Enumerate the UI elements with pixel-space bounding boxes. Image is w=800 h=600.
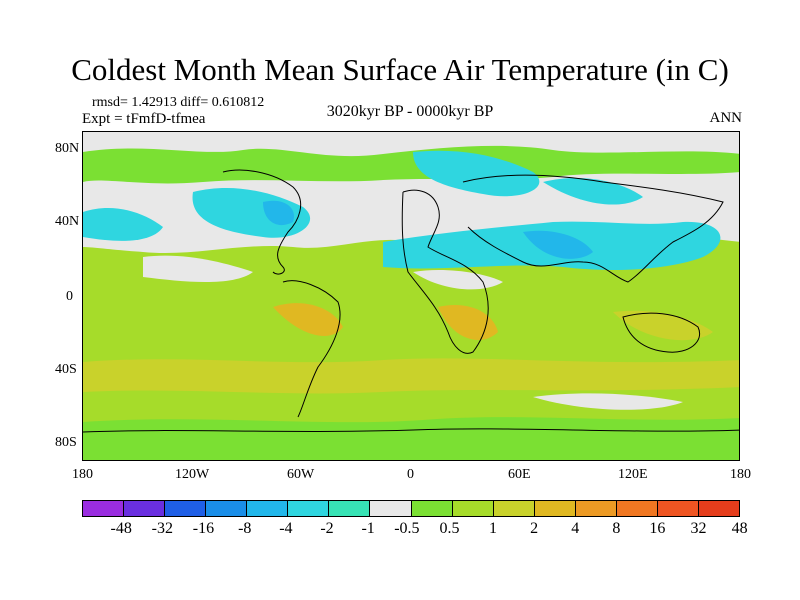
colorbar-tick-label: 8 [612,520,621,537]
colorbar-tick-label: -8 [238,520,252,537]
colorbar-tick-label: -1 [361,520,375,537]
colorbar-tick-label: -32 [151,520,173,537]
lon-label-180w: 180 [72,467,93,482]
colorbar-tick-label: -0.5 [394,520,420,537]
colorbar-tick-label: 0.5 [439,520,460,537]
colorbar-swatch [370,501,412,516]
colorbar-swatch [206,501,248,516]
lon-label-60w: 60W [287,467,315,482]
lon-label-120e: 120E [618,467,648,482]
colorbar-swatch [575,501,617,516]
map-canvas [83,132,739,460]
warm-patch-africa [438,304,498,340]
lat-label-80n: 80N [55,141,80,156]
colorbar-tick-label: 2 [530,520,539,537]
coast-australia [622,312,701,353]
map-title: Coldest Month Mean Surface Air Temperatu… [71,52,729,87]
cool-patch-pacific [83,207,163,241]
warm-patch-south-america [273,303,343,336]
colorbar-swatch [698,501,739,516]
colorbar-tick-label: 4 [571,520,580,537]
coastlines [83,169,739,433]
colorbar-swatch [534,501,576,516]
cool-patch-europe [413,150,540,197]
period-label: 3020kyr BP - 0000kyr BP [326,103,494,120]
arctic-warm-band [83,145,739,184]
colorbar-swatch [165,501,207,516]
stats-text: rmsd= 1.42913 diff= 0.610812 [92,95,265,110]
colorbar-swatch [411,501,453,516]
cool-core-america [263,200,294,226]
lon-label-180e: 180 [730,467,751,482]
colorbar-swatch [247,501,289,516]
warm-patch-australia [613,310,713,341]
colorbar-tick-label: -4 [279,520,293,537]
colorbar-swatch [452,501,494,516]
lon-label-60e: 60E [508,467,531,482]
temperature-map [82,131,740,461]
colorbar-swatch [616,501,658,516]
colorbar-tick-label: 32 [690,520,707,537]
lat-label-80s: 80S [55,435,77,450]
antarctic-region [83,417,739,460]
coast-asia [462,174,724,283]
coast-south-america [282,280,341,418]
colorbar-tick-label: -16 [192,520,215,537]
neutral-patch-tropics [143,255,253,282]
colorbar-tick-label: -48 [110,520,132,537]
colorbar-tick-label: -2 [320,520,334,537]
colorbar-swatch [288,501,330,516]
coast-antarctica [83,428,739,433]
neutral-patch-atlantic [413,270,503,290]
colorbar [82,500,740,517]
experiment-label: Expt = tFmfD-tfmea [82,111,206,127]
colorbar-swatch [83,501,125,516]
coast-europe-africa [401,189,489,354]
colorbar-tick-label: 1 [489,520,498,537]
lat-label-0: 0 [66,289,73,304]
colorbar-swatch [657,501,699,516]
season-label: ANN [709,110,743,126]
warm-band-southern-ocean [83,358,739,394]
colorbar-tick-label: 48 [731,520,748,537]
colorbar-swatch [124,501,166,516]
coast-north-america [222,169,302,275]
cool-patch-siberia [543,177,643,205]
cool-patch-america [192,187,311,238]
colorbar-swatch [493,501,535,516]
cool-core-asia [523,230,593,259]
lat-label-40n: 40N [55,214,80,229]
lon-label-120w: 120W [175,467,210,482]
lat-label-40s: 40S [55,362,77,377]
lon-label-0: 0 [407,467,414,482]
colorbar-tick-label: 16 [649,520,666,537]
neutral-patch-antarctic [533,393,683,410]
colorbar-swatch [329,501,371,516]
